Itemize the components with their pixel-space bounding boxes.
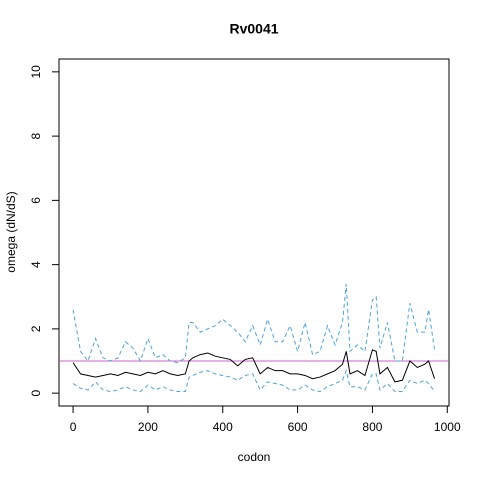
y-axis-label: omega (dN/dS)	[4, 191, 18, 272]
x-tick-label: 800	[362, 420, 382, 434]
y-tick-label: 10	[29, 65, 43, 79]
plot-box	[58, 58, 450, 407]
y-tick-label: 6	[29, 197, 43, 204]
y-tick-label: 8	[29, 132, 43, 139]
y-tick-label: 4	[29, 261, 43, 268]
x-tick-label: 1000	[434, 420, 461, 434]
chart-title: Rv0041	[229, 21, 278, 37]
x-tick-label: 200	[138, 420, 158, 434]
x-axis-label: codon	[238, 450, 271, 464]
x-tick-label: 400	[213, 420, 233, 434]
series-line	[72, 283, 436, 364]
x-tick-label: 0	[70, 420, 77, 434]
y-tick-label: 2	[29, 325, 43, 332]
y-tick-label: 0	[29, 389, 43, 396]
series-line	[72, 349, 436, 383]
x-tick-label: 600	[288, 420, 308, 434]
